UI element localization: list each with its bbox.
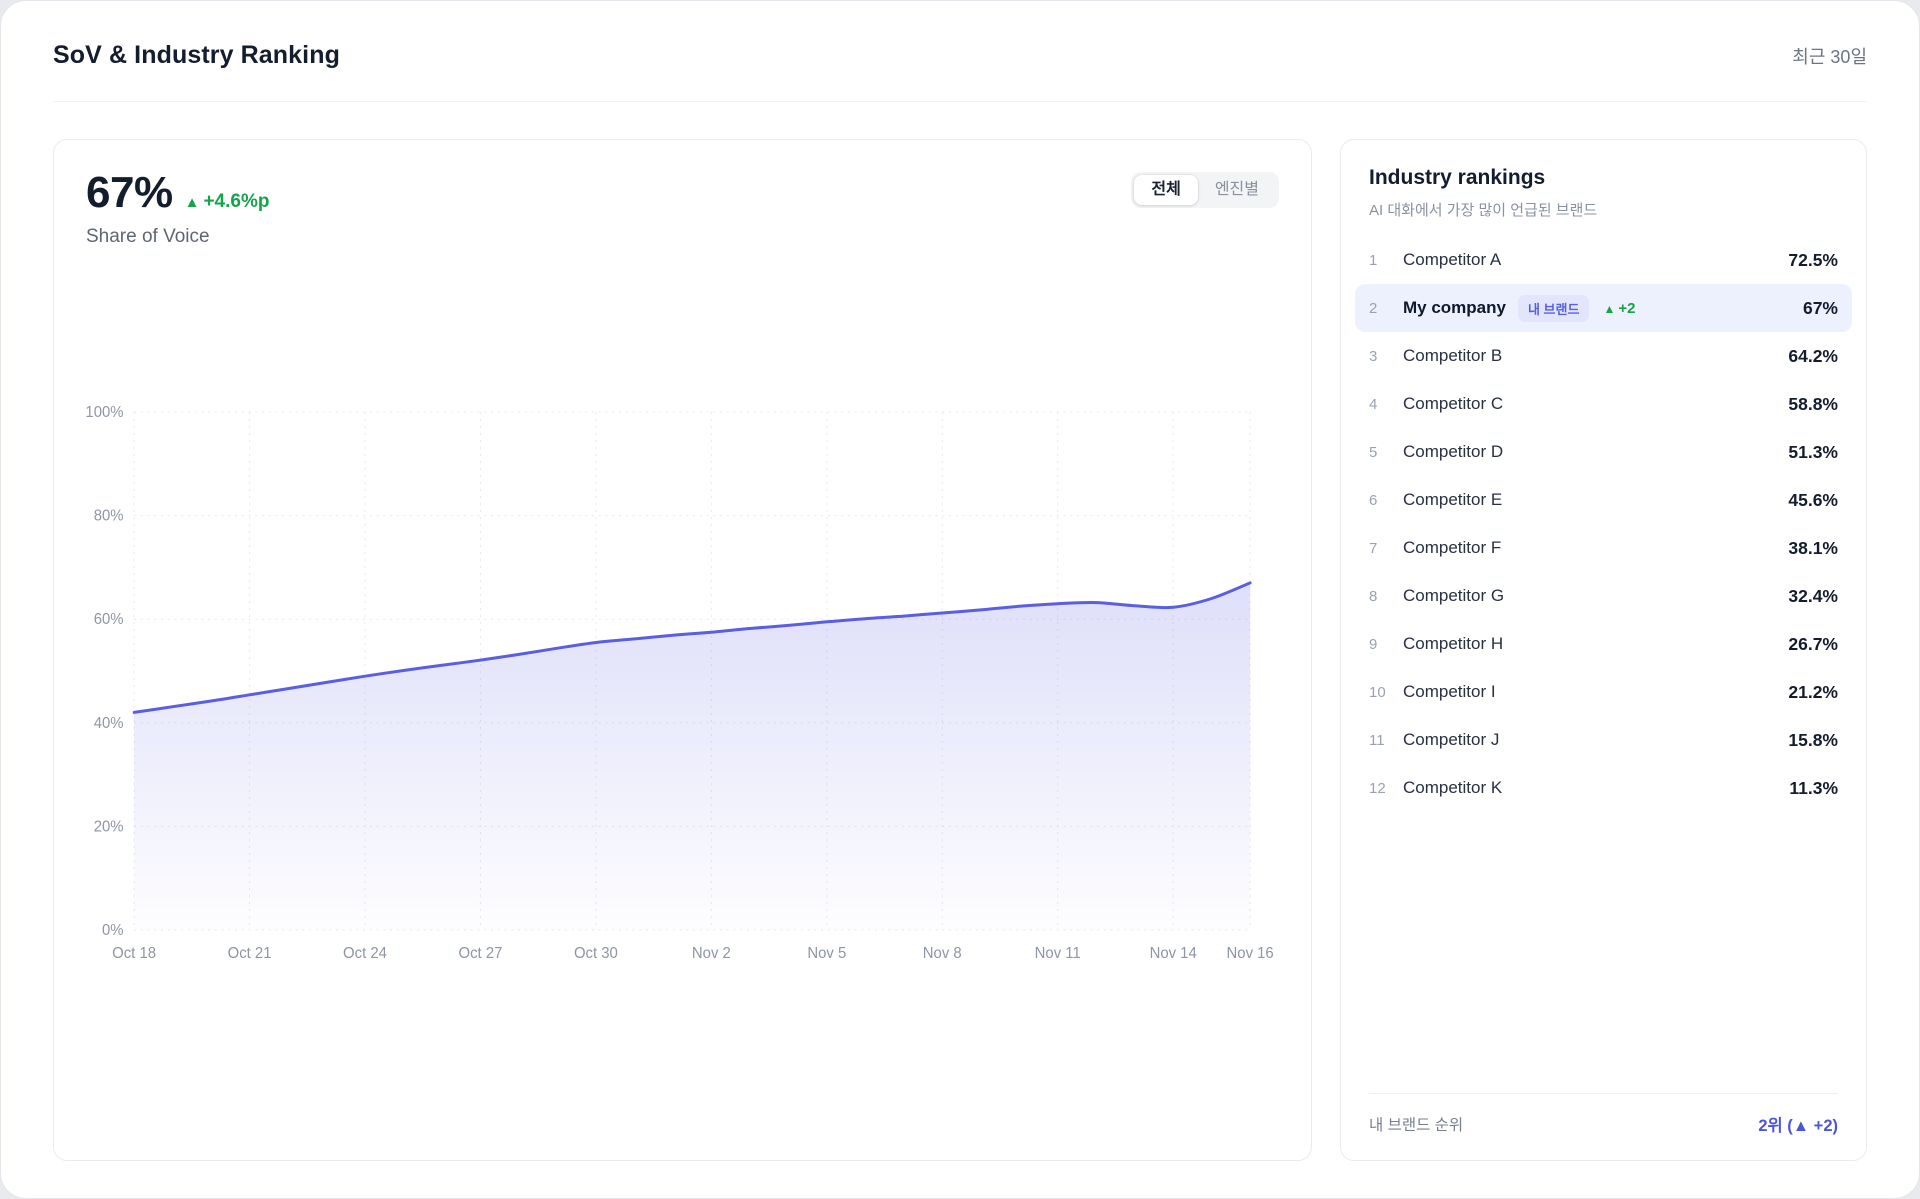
rank-number: 6 bbox=[1369, 491, 1378, 509]
brand-sov-value: 21.2% bbox=[1788, 681, 1838, 702]
brand-name: Competitor I bbox=[1403, 682, 1496, 701]
brand-name: Competitor C bbox=[1403, 394, 1504, 413]
rankings-title: Industry rankings bbox=[1369, 166, 1546, 189]
brand-sov-value: 64.2% bbox=[1788, 345, 1838, 366]
rank-number: 12 bbox=[1369, 779, 1386, 797]
sov-stat-row: 67% ▲ +4.6%p Share of Voice 전체 엔진별 bbox=[86, 168, 1279, 248]
ranking-row[interactable]: 3 Competitor B 64.2% bbox=[1355, 332, 1852, 380]
rankings-list: 1 Competitor A 72.5% 2 My company 내 브랜드 ▲ +… bbox=[1355, 236, 1852, 812]
sov-stat-block: 67% ▲ +4.6%p Share of Voice bbox=[86, 168, 269, 248]
sov-trend-chart-svg[interactable]: 0% 20% 40% 60% 80% 100% Oct 18 Oct 21 Oct 24 Oct … bbox=[86, 398, 1279, 970]
brand-name: Competitor J bbox=[1403, 730, 1500, 749]
x-axis-tick-label: Nov 14 bbox=[1150, 945, 1197, 962]
ranking-row[interactable]: 10 Competitor I 21.2% bbox=[1355, 668, 1852, 716]
up-triangle-icon: ▲ bbox=[1603, 301, 1616, 316]
rank-number: 4 bbox=[1369, 395, 1378, 413]
rank-number: 8 bbox=[1369, 587, 1378, 605]
ranking-row[interactable]: 6 Competitor E 45.6% bbox=[1355, 476, 1852, 524]
x-axis-tick-label: Nov 2 bbox=[692, 945, 731, 962]
view-toggle: 전체 엔진별 bbox=[1131, 172, 1279, 208]
panel-header: SoV & Industry Ranking 최근 30일 bbox=[1, 1, 1919, 70]
y-axis-tick-label: 20% bbox=[94, 818, 124, 835]
period-label: 최근 30일 bbox=[1792, 46, 1867, 67]
sov-delta: ▲ +4.6%p bbox=[185, 191, 270, 213]
sov-value: 67% bbox=[86, 168, 173, 217]
x-axis-tick-label: Oct 21 bbox=[228, 945, 272, 962]
y-axis-tick-label: 100% bbox=[86, 404, 124, 421]
rankings-card: Industry rankings AI 대화에서 가장 많이 언급된 브랜드 … bbox=[1340, 139, 1867, 1161]
ranking-row[interactable]: 1 Competitor A 72.5% bbox=[1355, 236, 1852, 284]
y-axis-tick-label: 60% bbox=[94, 611, 124, 628]
x-axis-tick-label: Nov 16 bbox=[1227, 945, 1274, 962]
y-axis-tick-label: 80% bbox=[94, 507, 124, 524]
ranking-row[interactable]: 8 Competitor G 32.4% bbox=[1355, 572, 1852, 620]
brand-sov-value: 67% bbox=[1802, 297, 1838, 318]
x-axis-tick-label: Nov 11 bbox=[1035, 945, 1081, 962]
brand-sov-value: 58.8% bbox=[1788, 393, 1838, 414]
rank-number: 11 bbox=[1369, 731, 1385, 749]
sov-delta-text: +4.6%p bbox=[203, 191, 270, 212]
ranking-row[interactable]: 12 Competitor K 11.3% bbox=[1355, 764, 1852, 812]
header-divider bbox=[53, 101, 1867, 102]
ranking-row[interactable]: 7 Competitor F 38.1% bbox=[1355, 524, 1852, 572]
brand-name: Competitor B bbox=[1403, 346, 1503, 365]
brand-name: Competitor K bbox=[1403, 778, 1503, 797]
ranking-row[interactable]: 4 Competitor C 58.8% bbox=[1355, 380, 1852, 428]
x-axis-tick-label: Oct 18 bbox=[112, 945, 156, 962]
brand-name: Competitor G bbox=[1403, 586, 1505, 605]
ranking-row[interactable]: 11 Competitor J 15.8% bbox=[1355, 716, 1852, 764]
my-rank-value: 2위 (▲ +2) bbox=[1758, 1117, 1838, 1135]
brand-sov-value: 45.6% bbox=[1788, 489, 1838, 510]
rank-number: 7 bbox=[1369, 539, 1378, 557]
sov-trend-chart[interactable]: 0% 20% 40% 60% 80% 100% Oct 18 Oct 21 Oct 24 Oct … bbox=[86, 398, 1279, 970]
sov-card: 67% ▲ +4.6%p Share of Voice 전체 엔진별 0% 20% 4… bbox=[53, 139, 1312, 1161]
up-triangle-icon: ▲ bbox=[184, 194, 200, 211]
brand-sov-value: 11.3% bbox=[1789, 777, 1838, 798]
x-axis-tick-label: Nov 8 bbox=[923, 945, 962, 962]
rank-number: 9 bbox=[1369, 635, 1378, 653]
brand-name: Competitor E bbox=[1403, 490, 1503, 509]
brand-sov-value: 26.7% bbox=[1788, 633, 1838, 654]
x-axis-tick-label: Nov 5 bbox=[807, 945, 846, 962]
content-row: 67% ▲ +4.6%p Share of Voice 전체 엔진별 0% 20% 4… bbox=[1, 102, 1919, 1198]
rank-number: 1 bbox=[1369, 251, 1378, 269]
sov-label: Share of Voice bbox=[86, 226, 210, 247]
rank-number: 3 bbox=[1369, 347, 1378, 365]
page-title: SoV & Industry Ranking bbox=[53, 41, 340, 69]
brand-sov-value: 15.8% bbox=[1788, 729, 1838, 750]
ranking-row[interactable]: 9 Competitor H 26.7% bbox=[1355, 620, 1852, 668]
ranking-row[interactable]: 5 Competitor D 51.3% bbox=[1355, 428, 1852, 476]
y-axis-tick-label: 0% bbox=[102, 922, 124, 939]
my-rank-label: 내 브랜드 순위 bbox=[1369, 1117, 1464, 1134]
rank-delta: ▲ +2 bbox=[1603, 299, 1636, 317]
x-axis-tick-label: Oct 27 bbox=[459, 945, 503, 962]
toggle-option-all[interactable]: 전체 bbox=[1134, 175, 1198, 205]
brand-name: Competitor H bbox=[1403, 634, 1504, 653]
brand-name: Competitor D bbox=[1403, 442, 1504, 461]
rankings-footer: 내 브랜드 순위 2위 (▲ +2) bbox=[1369, 1093, 1838, 1136]
brand-sov-value: 38.1% bbox=[1788, 537, 1838, 558]
x-axis-tick-label: Oct 24 bbox=[343, 945, 387, 962]
rankings-subtitle: AI 대화에서 가장 많이 언급된 브랜드 bbox=[1369, 202, 1598, 219]
brand-sov-value: 51.3% bbox=[1788, 441, 1838, 462]
rank-number: 5 bbox=[1369, 443, 1378, 461]
rank-number: 2 bbox=[1369, 299, 1378, 317]
brand-name: Competitor F bbox=[1403, 538, 1502, 557]
y-axis-tick-label: 40% bbox=[94, 715, 124, 732]
brand-name: My company bbox=[1403, 298, 1506, 317]
brand-sov-value: 32.4% bbox=[1788, 585, 1838, 606]
my-brand-badge: 내 브랜드 bbox=[1517, 294, 1590, 322]
toggle-option-by-engine[interactable]: 엔진별 bbox=[1198, 175, 1276, 205]
rank-number: 10 bbox=[1369, 683, 1386, 701]
brand-sov-value: 72.5% bbox=[1788, 249, 1838, 270]
sov-line-series bbox=[132, 581, 1252, 714]
x-axis-tick-label: Oct 30 bbox=[574, 945, 618, 962]
brand-name: Competitor A bbox=[1403, 250, 1502, 269]
ranking-row[interactable]: 2 My company 내 브랜드 ▲ +2 67% bbox=[1355, 284, 1852, 332]
